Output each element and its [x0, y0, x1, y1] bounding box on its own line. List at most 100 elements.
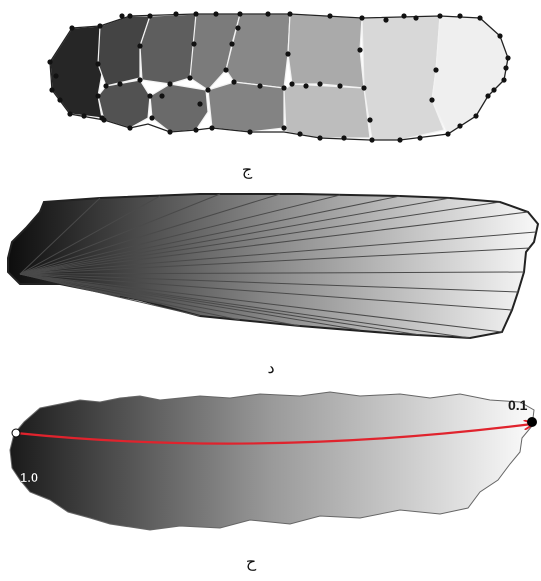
- vertex-dot: [69, 25, 75, 31]
- vertex-dot: [97, 23, 103, 29]
- vertex-dot: [95, 93, 101, 99]
- caption-panel-2: د: [267, 358, 275, 377]
- caption-panel-3: ح: [245, 552, 257, 571]
- radial-line: [19, 194, 341, 275]
- segmented-regions: [49, 13, 509, 141]
- radial-line: [19, 197, 451, 275]
- start-value-label: 1.0: [20, 470, 38, 485]
- vertex-dot: [327, 13, 333, 19]
- radial-line: [19, 211, 529, 275]
- radial-line: [19, 273, 301, 327]
- radial-line: [19, 197, 101, 275]
- region-10: [283, 83, 371, 139]
- vertex-dot: [413, 15, 419, 21]
- vertex-dot: [53, 73, 59, 79]
- vertex-dot: [457, 123, 463, 129]
- vertex-dot: [187, 75, 193, 81]
- vertex-dot: [57, 97, 63, 103]
- vertex-dot: [167, 81, 173, 87]
- region-11: [361, 15, 445, 141]
- vertex-dot: [285, 51, 291, 57]
- vertex-dot: [341, 135, 347, 141]
- vertex-dot: [265, 11, 271, 17]
- start-marker: [11, 428, 21, 438]
- region-8: [207, 81, 285, 133]
- vertex-dot: [47, 59, 53, 65]
- vertex-dot: [505, 55, 511, 61]
- vertex-dot: [303, 83, 309, 89]
- vertex-dot: [281, 85, 287, 91]
- vertex-dot: [235, 25, 241, 31]
- vertex-dot: [193, 11, 199, 17]
- vertex-dot: [433, 67, 439, 73]
- vertex-dot: [237, 11, 243, 17]
- vertex-dot: [127, 13, 133, 19]
- vertex-dot: [103, 83, 109, 89]
- region-9: [287, 13, 365, 89]
- radial-line: [19, 195, 161, 275]
- vertex-dot: [401, 13, 407, 19]
- radial-line: [19, 273, 81, 289]
- radial-line: [19, 273, 503, 333]
- vertex-dot: [491, 87, 497, 93]
- vertex-dot: [213, 11, 219, 17]
- end-marker: [527, 417, 537, 427]
- vertex-dot: [67, 111, 73, 117]
- radial-line: [19, 201, 501, 275]
- vertex-dot: [223, 67, 229, 73]
- region-5: [149, 83, 209, 133]
- radial-line: [19, 273, 361, 331]
- vertex-dot: [49, 87, 55, 93]
- radial-line: [19, 193, 281, 275]
- vertex-dot: [429, 97, 435, 103]
- vertex-dot: [197, 101, 203, 107]
- vertex-dot: [281, 125, 287, 131]
- vertex-dot: [149, 115, 155, 121]
- end-value-label: 0.1: [508, 397, 528, 413]
- vertex-dot: [361, 85, 367, 91]
- vertex-dot: [437, 13, 443, 19]
- gradient-blob: [9, 391, 535, 531]
- vertex-dot: [445, 131, 451, 137]
- vertex-dot: [287, 11, 293, 17]
- red-arrow-path: [15, 424, 532, 445]
- vertex-dot: [119, 13, 125, 19]
- vertex-dot: [359, 15, 365, 21]
- vertex-dot: [81, 113, 87, 119]
- vertex-dot: [369, 137, 375, 143]
- vertex-dot: [477, 15, 483, 21]
- caption-panel-1: ج: [241, 160, 253, 179]
- radial-line: [19, 231, 537, 275]
- vertex-dot: [173, 11, 179, 17]
- vertex-dot: [95, 61, 101, 67]
- vertex-dot: [417, 135, 423, 141]
- vertex-dot: [159, 93, 165, 99]
- radial-line: [19, 195, 401, 275]
- radial-line: [19, 273, 519, 293]
- vertex-dot: [127, 125, 133, 131]
- vertex-dot: [367, 117, 373, 123]
- vertex-dot: [289, 81, 295, 87]
- segmented-shape-panel: [47, 11, 511, 143]
- vertex-dot: [257, 83, 263, 89]
- vertex-dot: [247, 129, 253, 135]
- vertex-dot: [137, 43, 143, 49]
- vertex-dot: [473, 113, 479, 119]
- vertex-dot: [231, 79, 237, 85]
- radial-line: [19, 273, 421, 336]
- vertex-dots: [47, 11, 511, 143]
- vertex-dot: [485, 93, 491, 99]
- vertex-dot: [147, 13, 153, 19]
- radial-line: [19, 273, 513, 311]
- vertex-dot: [497, 33, 503, 39]
- vertex-dot: [501, 77, 507, 83]
- radial-line: [19, 273, 471, 339]
- vertex-dot: [209, 125, 215, 131]
- vertex-dot: [317, 81, 323, 87]
- radial-line: [19, 193, 221, 275]
- vertex-dot: [357, 47, 363, 53]
- radial-lines: [19, 193, 537, 339]
- vertex-dot: [191, 41, 197, 47]
- vertex-dot: [205, 87, 211, 93]
- region-4: [139, 13, 197, 85]
